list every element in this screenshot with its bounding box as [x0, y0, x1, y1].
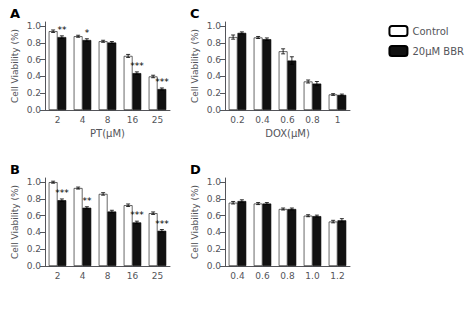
- svg-text:***: ***: [130, 61, 144, 71]
- svg-text:0.8: 0.8: [207, 38, 222, 48]
- svg-text:0.4: 0.4: [27, 71, 42, 81]
- svg-text:0.6: 0.6: [27, 211, 42, 221]
- svg-text:0.8: 0.8: [280, 271, 295, 281]
- svg-text:1: 1: [335, 115, 341, 125]
- svg-text:0.6: 0.6: [280, 115, 295, 125]
- svg-text:0.6: 0.6: [27, 55, 42, 65]
- svg-text:***: ***: [155, 77, 169, 87]
- svg-text:C: C: [190, 6, 200, 21]
- svg-text:**: **: [57, 25, 67, 35]
- svg-text:2: 2: [55, 115, 61, 125]
- svg-text:0.6: 0.6: [255, 271, 270, 281]
- svg-text:0.0: 0.0: [27, 105, 42, 115]
- svg-text:0.4: 0.4: [27, 227, 42, 237]
- svg-text:20μM BBR: 20μM BBR: [412, 46, 464, 57]
- svg-text:0.2: 0.2: [27, 88, 41, 98]
- svg-text:***: ***: [55, 188, 69, 198]
- svg-text:8: 8: [105, 115, 111, 125]
- svg-text:0.4: 0.4: [230, 271, 245, 281]
- svg-text:***: ***: [155, 219, 169, 229]
- svg-text:0.8: 0.8: [27, 194, 42, 204]
- svg-text:*: *: [85, 28, 90, 38]
- svg-text:1.0: 1.0: [305, 271, 320, 281]
- svg-text:0.8: 0.8: [27, 38, 42, 48]
- svg-text:0.2: 0.2: [207, 88, 221, 98]
- svg-text:A: A: [10, 6, 20, 21]
- svg-text:0.4: 0.4: [255, 115, 270, 125]
- svg-text:25: 25: [152, 271, 163, 281]
- svg-text:0.4: 0.4: [207, 227, 222, 237]
- svg-text:0.4: 0.4: [207, 71, 222, 81]
- svg-text:0.8: 0.8: [207, 194, 222, 204]
- svg-text:PT(μM): PT(μM): [90, 128, 125, 139]
- svg-text:4: 4: [80, 115, 86, 125]
- svg-text:***: ***: [130, 210, 144, 220]
- svg-text:0.6: 0.6: [207, 211, 222, 221]
- svg-text:1.0: 1.0: [207, 21, 222, 31]
- svg-text:Cell Viability (%): Cell Viability (%): [190, 185, 200, 259]
- svg-text:2: 2: [55, 271, 61, 281]
- svg-text:Cell Viability (%): Cell Viability (%): [190, 29, 200, 103]
- svg-text:0.0: 0.0: [207, 105, 222, 115]
- svg-text:Cell Viability (%): Cell Viability (%): [10, 185, 20, 259]
- svg-text:16: 16: [127, 271, 139, 281]
- svg-text:1.0: 1.0: [207, 177, 222, 187]
- svg-text:Cell Viability (%): Cell Viability (%): [10, 29, 20, 103]
- svg-text:B: B: [10, 162, 20, 177]
- svg-text:Control: Control: [412, 26, 448, 37]
- svg-text:8: 8: [105, 271, 111, 281]
- svg-text:16: 16: [127, 115, 139, 125]
- svg-text:D: D: [190, 162, 201, 177]
- svg-text:0.2: 0.2: [27, 244, 41, 254]
- svg-text:0.0: 0.0: [207, 261, 222, 271]
- svg-text:DOX(μM): DOX(μM): [265, 128, 310, 139]
- svg-text:25: 25: [152, 115, 163, 125]
- svg-text:1.0: 1.0: [27, 177, 42, 187]
- svg-text:**: **: [82, 196, 92, 206]
- svg-text:0.0: 0.0: [27, 261, 42, 271]
- svg-text:1.2: 1.2: [330, 271, 344, 281]
- svg-text:0.2: 0.2: [230, 115, 244, 125]
- svg-text:4: 4: [80, 271, 86, 281]
- svg-text:1.0: 1.0: [27, 21, 42, 31]
- svg-text:0.6: 0.6: [207, 55, 222, 65]
- svg-text:0.8: 0.8: [305, 115, 320, 125]
- svg-text:0.2: 0.2: [207, 244, 221, 254]
